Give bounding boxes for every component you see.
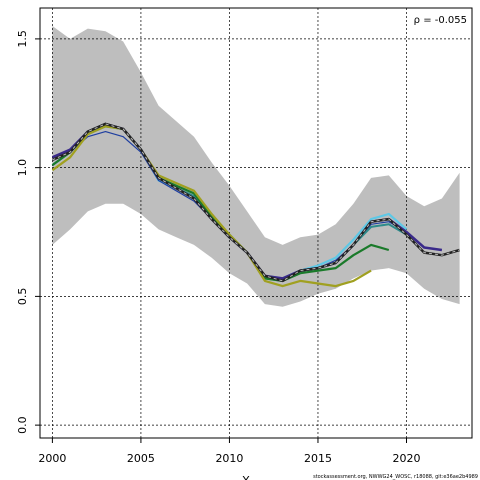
x-axis-label: Y bbox=[242, 474, 250, 480]
axis-layer: 2000 2005 2010 2015 2020 0.0 0.5 1.0 1.5 bbox=[16, 30, 420, 465]
series-layer bbox=[51, 122, 460, 288]
y-tick-label: 0.0 bbox=[16, 416, 29, 434]
confidence-band-layer bbox=[52, 26, 460, 307]
x-tick-label: 2000 bbox=[38, 452, 66, 465]
x-tick-label: 2015 bbox=[304, 452, 332, 465]
series-line-6 bbox=[51, 125, 372, 288]
confidence-band bbox=[52, 26, 460, 307]
y-tick-label: 0.5 bbox=[16, 288, 29, 306]
x-tick-label: 2010 bbox=[215, 452, 243, 465]
x-tick-label: 2005 bbox=[127, 452, 155, 465]
footer-caption: stockassessment.org, NWWG24_WOSC, r18088… bbox=[313, 474, 478, 480]
plot-frame bbox=[39, 7, 473, 439]
rho-annotation: ρ = -0.055 bbox=[414, 15, 467, 26]
grid-layer bbox=[40, 8, 472, 438]
series-line-7-dash bbox=[52, 123, 460, 282]
y-tick-label: 1.0 bbox=[16, 159, 29, 177]
x-tick-label: 2020 bbox=[392, 452, 420, 465]
y-tick-label: 1.5 bbox=[16, 30, 29, 48]
